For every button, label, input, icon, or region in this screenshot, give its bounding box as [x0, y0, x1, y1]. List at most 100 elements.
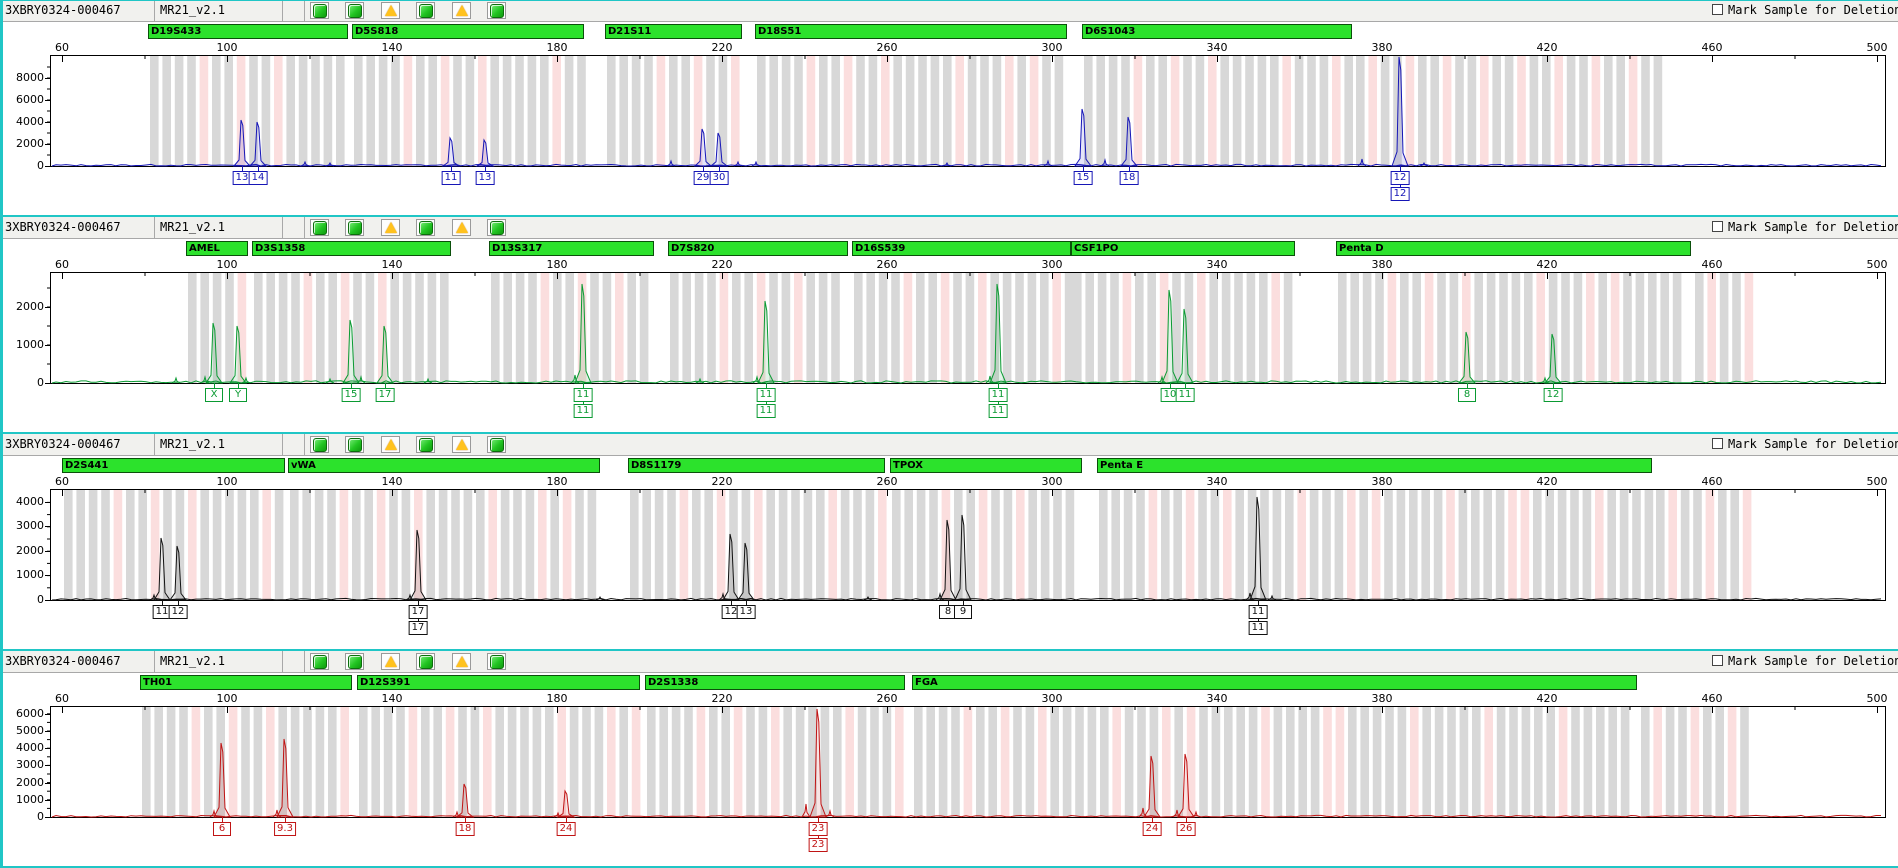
peak[interactable]: [574, 283, 592, 384]
allele-label[interactable]: 11: [573, 404, 593, 418]
allele-label[interactable]: 17: [408, 621, 428, 635]
allele-label[interactable]: 17: [375, 388, 395, 402]
allele-label[interactable]: 11: [1175, 388, 1195, 402]
peak[interactable]: [441, 136, 461, 167]
x-axis-tick-label: 460: [1701, 258, 1723, 271]
mark-for-deletion-checkbox[interactable]: [1712, 4, 1723, 15]
peak[interactable]: [1176, 308, 1194, 384]
pane-header: 3XBRY0324-000467 MR21_v2.1 Mark Sample for…: [0, 434, 1898, 456]
peak[interactable]: [1543, 333, 1563, 384]
allele-label[interactable]: 12: [168, 605, 188, 619]
allele-label[interactable]: 30: [709, 171, 729, 185]
plot-area[interactable]: [0, 217, 1898, 432]
allele-label[interactable]: 8: [1458, 388, 1476, 402]
peak[interactable]: [709, 132, 729, 167]
peak[interactable]: [232, 119, 252, 167]
peak[interactable]: [169, 545, 188, 601]
allele-label[interactable]: 11: [1248, 621, 1268, 635]
y-axis-tick-label: 2000: [16, 300, 44, 313]
plot-area[interactable]: [0, 651, 1898, 866]
allele-label[interactable]: 24: [556, 822, 576, 836]
y-axis-tick-label: 4000: [16, 495, 44, 508]
allele-label[interactable]: 17: [408, 605, 428, 619]
x-axis-tick-label: 500: [1866, 692, 1888, 705]
peak[interactable]: [213, 742, 231, 818]
allele-label[interactable]: 9.3: [274, 822, 296, 836]
status-pass-cell: [345, 436, 364, 453]
allele-label[interactable]: 11: [756, 404, 776, 418]
peak[interactable]: [809, 708, 827, 818]
peak[interactable]: [757, 300, 775, 384]
peak[interactable]: [1457, 331, 1477, 384]
status-pass-cell: [345, 653, 364, 670]
selection-accent-left: [0, 0, 3, 867]
allele-label[interactable]: 11: [573, 388, 593, 402]
allele-label[interactable]: 13: [736, 605, 756, 619]
quality-pass-icon: [312, 220, 327, 235]
marker-bar-d2s441: D2S441: [62, 458, 285, 473]
allele-label[interactable]: 11: [988, 404, 1008, 418]
status-pass-cell: [487, 653, 506, 670]
peak[interactable]: [409, 529, 427, 601]
allele-label[interactable]: 13: [475, 171, 495, 185]
allele-label[interactable]: 11: [1248, 605, 1268, 619]
x-axis-tick-label: 260: [876, 41, 898, 54]
y-axis-tick-label: 3000: [16, 519, 44, 532]
allele-label[interactable]: 6: [213, 822, 231, 836]
x-axis-tick-label: 140: [381, 41, 403, 54]
allele-label[interactable]: 23: [808, 822, 828, 836]
status-warning-cell: [381, 2, 400, 19]
allele-label[interactable]: 24: [1142, 822, 1162, 836]
mark-for-deletion-checkbox[interactable]: [1712, 221, 1723, 232]
x-axis-tick-label: 300: [1041, 692, 1063, 705]
peak[interactable]: [556, 789, 576, 818]
allele-label[interactable]: 12: [1390, 187, 1410, 201]
plot-area[interactable]: [0, 434, 1898, 649]
sample-name: 3XBRY0324-000467: [0, 651, 155, 672]
allele-label[interactable]: X: [205, 388, 223, 402]
allele-label[interactable]: 11: [988, 388, 1008, 402]
peak[interactable]: [989, 283, 1007, 384]
allele-label[interactable]: 18: [455, 822, 475, 836]
allele-label[interactable]: 9: [954, 605, 972, 619]
black-dye-pane[interactable]: 3XBRY0324-000467 MR21_v2.1 Mark Sample for…: [0, 434, 1898, 651]
peak[interactable]: [1391, 56, 1409, 167]
peak[interactable]: [342, 319, 360, 384]
allele-label[interactable]: Y: [229, 388, 247, 402]
mark-for-deletion-checkbox[interactable]: [1712, 655, 1723, 666]
y-axis-tick-label: 8000: [16, 71, 44, 84]
peak[interactable]: [205, 322, 223, 384]
peak[interactable]: [376, 325, 394, 384]
blue-dye-pane[interactable]: 3XBRY0324-000467 MR21_v2.1 Mark Sample for…: [0, 0, 1898, 217]
y-axis-tick-label: 4000: [16, 741, 44, 754]
plot-area[interactable]: [0, 0, 1898, 215]
allele-label[interactable]: 12: [1543, 388, 1563, 402]
allele-label[interactable]: 15: [341, 388, 361, 402]
allele-label[interactable]: 11: [756, 388, 776, 402]
allele-label[interactable]: 14: [248, 171, 268, 185]
green-dye-pane[interactable]: 3XBRY0324-000467 MR21_v2.1 Mark Sample for…: [0, 217, 1898, 434]
peak[interactable]: [1143, 755, 1161, 818]
peak[interactable]: [737, 542, 755, 601]
peak[interactable]: [1177, 753, 1195, 818]
allele-label[interactable]: 15: [1073, 171, 1093, 185]
peak[interactable]: [475, 138, 495, 167]
peak[interactable]: [248, 121, 268, 167]
allele-label[interactable]: 26: [1176, 822, 1196, 836]
mark-for-deletion-checkbox[interactable]: [1712, 438, 1723, 449]
peak[interactable]: [1119, 116, 1139, 167]
red-dye-pane[interactable]: 3XBRY0324-000467 MR21_v2.1 Mark Sample for…: [0, 651, 1898, 868]
peak[interactable]: [455, 783, 475, 818]
peak[interactable]: [229, 325, 247, 384]
allele-label[interactable]: 11: [441, 171, 461, 185]
peak[interactable]: [276, 738, 294, 818]
peak[interactable]: [1249, 496, 1267, 601]
allele-label[interactable]: 23: [808, 838, 828, 852]
panel-version: MR21_v2.1: [155, 0, 283, 21]
peak[interactable]: [1074, 108, 1092, 167]
marker-bar-th01: TH01: [140, 675, 352, 690]
peak[interactable]: [954, 514, 972, 601]
allele-label[interactable]: 12: [1390, 171, 1410, 185]
allele-label[interactable]: 18: [1119, 171, 1139, 185]
